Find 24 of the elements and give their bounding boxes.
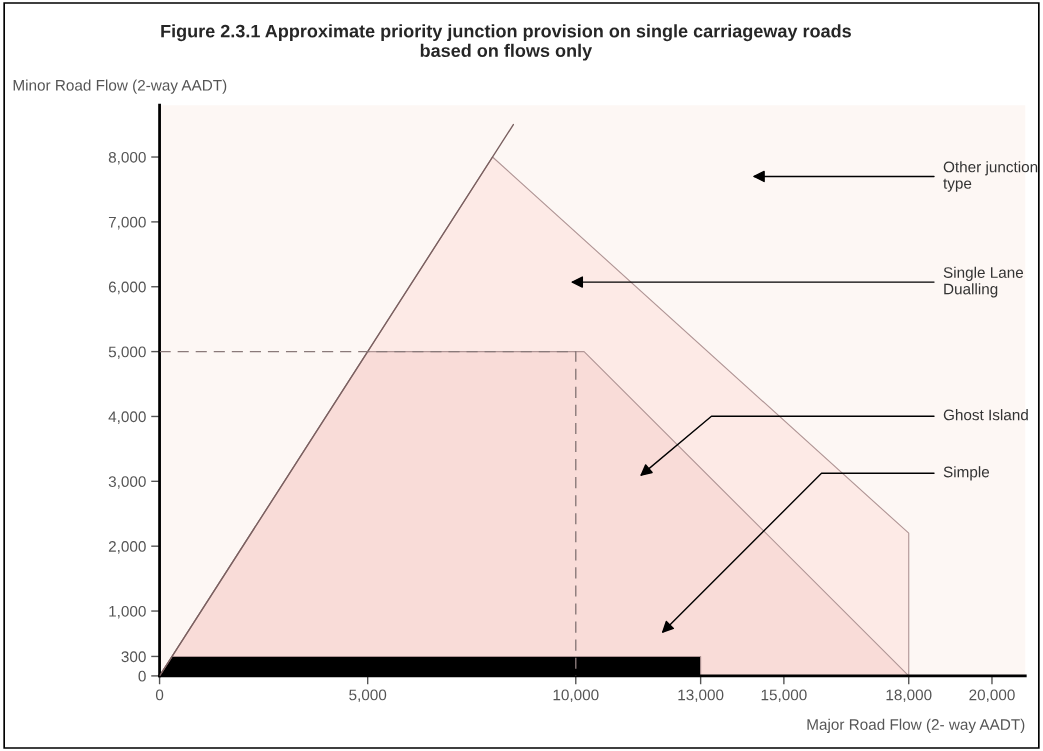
x-tick-label: 13,000 bbox=[678, 689, 724, 703]
y-tick-label: 7,000 bbox=[108, 216, 146, 230]
x-tick-label: 18,000 bbox=[886, 689, 932, 703]
annotation: Other junction type bbox=[943, 161, 1038, 192]
annotation: Single Lane Dualling bbox=[943, 266, 1024, 298]
x-tick-label: 15,000 bbox=[761, 689, 807, 703]
x-tick-label: 5,000 bbox=[349, 689, 387, 703]
x-tick-label: 0 bbox=[155, 689, 164, 701]
y-tick-label: 300 bbox=[121, 651, 146, 663]
y-tick-label: 8,000 bbox=[108, 151, 146, 165]
y-tick-label: 6,000 bbox=[108, 281, 146, 295]
annotation: Simple bbox=[943, 466, 990, 481]
x-axis-title: Major Road Flow (2- way AADT) bbox=[807, 718, 1025, 733]
y-tick-label: 5,000 bbox=[108, 346, 146, 360]
y-tick-label: 4,000 bbox=[108, 411, 146, 424]
annotation: Ghost Island bbox=[943, 409, 1028, 421]
y-tick-label: 1,000 bbox=[109, 605, 146, 619]
y-tick-label: 0 bbox=[138, 670, 146, 682]
chart-title: Figure 2.3.1 Approximate priority junction provision on single carriageway roads based on flows only bbox=[161, 24, 851, 61]
y-axis-title: Minor Road Flow (2-way AADT) bbox=[13, 79, 227, 94]
x-tick-label: 10,000 bbox=[553, 689, 599, 703]
y-tick-label: 3,000 bbox=[108, 476, 146, 489]
y-tick-label: 2,000 bbox=[108, 541, 146, 554]
x-tick-label: 20,000 bbox=[969, 689, 1015, 703]
